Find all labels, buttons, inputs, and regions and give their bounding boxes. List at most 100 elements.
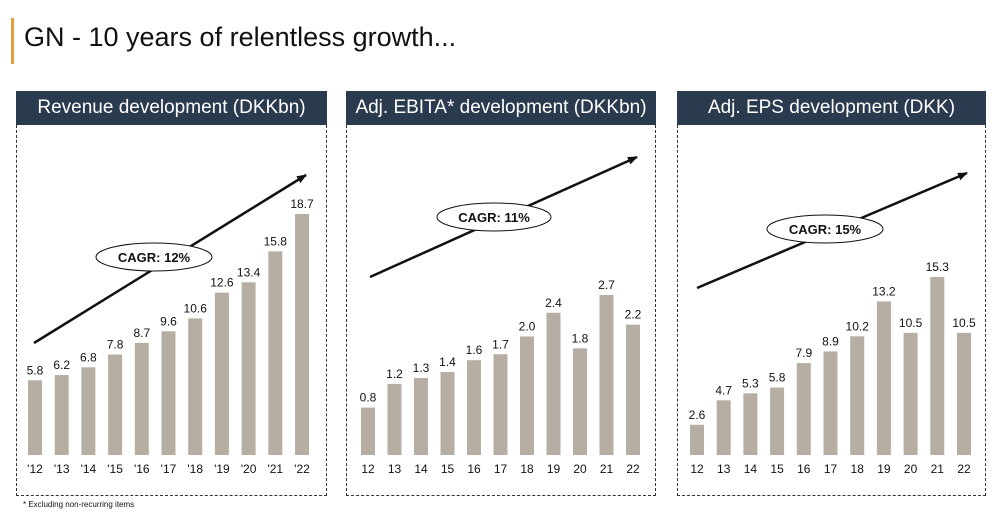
x-tick-label: 20 [904,462,918,476]
data-label: 10.5 [952,316,976,330]
bar [599,295,614,455]
bar [54,375,69,455]
bar [770,387,785,455]
bar [690,424,704,455]
bar [626,324,640,455]
cagr-label: CAGR: 11% [458,210,530,225]
cagr-label: CAGR: 15% [789,222,862,237]
x-tick-label: 22 [957,462,971,476]
chart-frame [16,125,327,496]
cagr-callout [766,214,884,244]
bar [796,363,811,455]
bar [493,354,508,455]
data-label: 1.3 [413,361,430,375]
data-label: 5.8 [27,363,44,377]
bar [268,251,283,455]
x-tick-label: '16 [134,462,150,476]
x-tick-label: 18 [520,462,534,476]
page-title: GN - 10 years of relentless growth... [24,22,457,52]
data-label: 13.2 [872,284,896,298]
x-tick-label: 15 [441,462,455,476]
ebita-chart-panel: Adj. EBITA* development (DKKbn) 0.8 12 1.2… [346,91,656,496]
data-label: 4.7 [715,383,732,397]
bar [241,282,256,455]
data-label: 1.7 [492,337,509,351]
cagr-callout [436,202,552,232]
x-tick-label: 14 [744,462,758,476]
bar [108,354,123,455]
data-label: 5.3 [742,376,759,390]
x-tick-label: 13 [388,462,402,476]
bar [823,351,838,455]
chart-title: Adj. EPS development (DKK) [677,91,986,125]
data-label: 1.6 [466,343,483,357]
x-tick-label: 21 [931,462,945,476]
x-tick-label: '18 [187,462,203,476]
x-tick-label: '12 [27,462,43,476]
data-label: 1.8 [572,331,589,345]
x-tick-label: '20 [241,462,257,476]
bar [161,331,176,455]
data-label: 15.3 [926,260,950,274]
bar [361,407,375,455]
x-tick-label: '19 [214,462,230,476]
bar [930,277,945,455]
bar [520,336,534,455]
data-label: 18.7 [290,197,314,211]
bar [573,348,587,455]
data-label: 12.6 [210,276,234,290]
x-tick-label: 16 [467,462,481,476]
x-tick-label: 17 [494,462,508,476]
chart-frame [346,125,656,496]
x-tick-label: '13 [54,462,70,476]
ebita-chart: 0.8 12 1.2 13 1.3 14 1.4 15 1.6 16 1.7 17 2.0 18 2.4 19… [360,155,642,476]
bar [903,332,918,455]
bar [28,380,42,455]
data-label: 2.6 [689,408,706,422]
data-label: 10.2 [846,319,870,333]
x-tick-label: 19 [547,462,561,476]
x-tick-label: 21 [600,462,614,476]
x-tick-label: 20 [573,462,587,476]
bar [716,400,731,455]
bar [743,393,758,455]
x-tick-label: 18 [851,462,865,476]
eps-chart-panel: Adj. EPS development (DKK) 2.6 12 4.7 13 5.3… [677,91,986,496]
data-label: 15.8 [264,234,288,248]
data-label: 5.8 [769,371,786,385]
bar [214,292,229,455]
data-label: 7.9 [795,346,812,360]
x-tick-label: 12 [690,462,704,476]
bar [440,372,455,455]
x-tick-label: 15 [770,462,784,476]
data-label: 13.4 [237,265,261,279]
bar [876,301,891,455]
data-label: 2.0 [519,319,536,333]
chart-frame [677,125,986,496]
data-label: 2.4 [545,296,562,310]
bar [467,360,481,455]
data-label: 7.8 [107,337,124,351]
revenue-chart-panel: Revenue development (DKKbn) 5.8 '12 6.2 '13… [16,91,327,496]
bar [295,214,309,455]
x-tick-label: 17 [824,462,838,476]
eps-chart: 2.6 12 4.7 13 5.3 14 5.8 15 7.9 16 8.9 17 10.2 18 13.2… [689,171,976,476]
data-label: 10.5 [899,316,923,330]
x-tick-label: '22 [294,462,310,476]
x-tick-label: '17 [161,462,177,476]
x-tick-label: '15 [107,462,123,476]
data-label: 2.7 [598,278,615,292]
bar [188,318,203,455]
chart-title: Revenue development (DKKbn) [16,91,327,125]
data-label: 8.9 [822,334,839,348]
bar [134,342,149,455]
cagr-label: CAGR: 12% [118,250,191,265]
title-accent-bar [11,18,14,64]
revenue-chart: 5.8 '12 6.2 '13 6.8 '14 7.8 '15 8.7 '16 9.6 '17 10.6… [27,173,314,476]
bar [546,312,561,455]
bar [957,332,971,455]
footnote: * Excluding non-recurring items [23,500,135,509]
data-label: 6.2 [53,358,70,372]
x-tick-label: '21 [267,462,283,476]
chart-title: Adj. EBITA* development (DKKbn) [346,91,656,125]
